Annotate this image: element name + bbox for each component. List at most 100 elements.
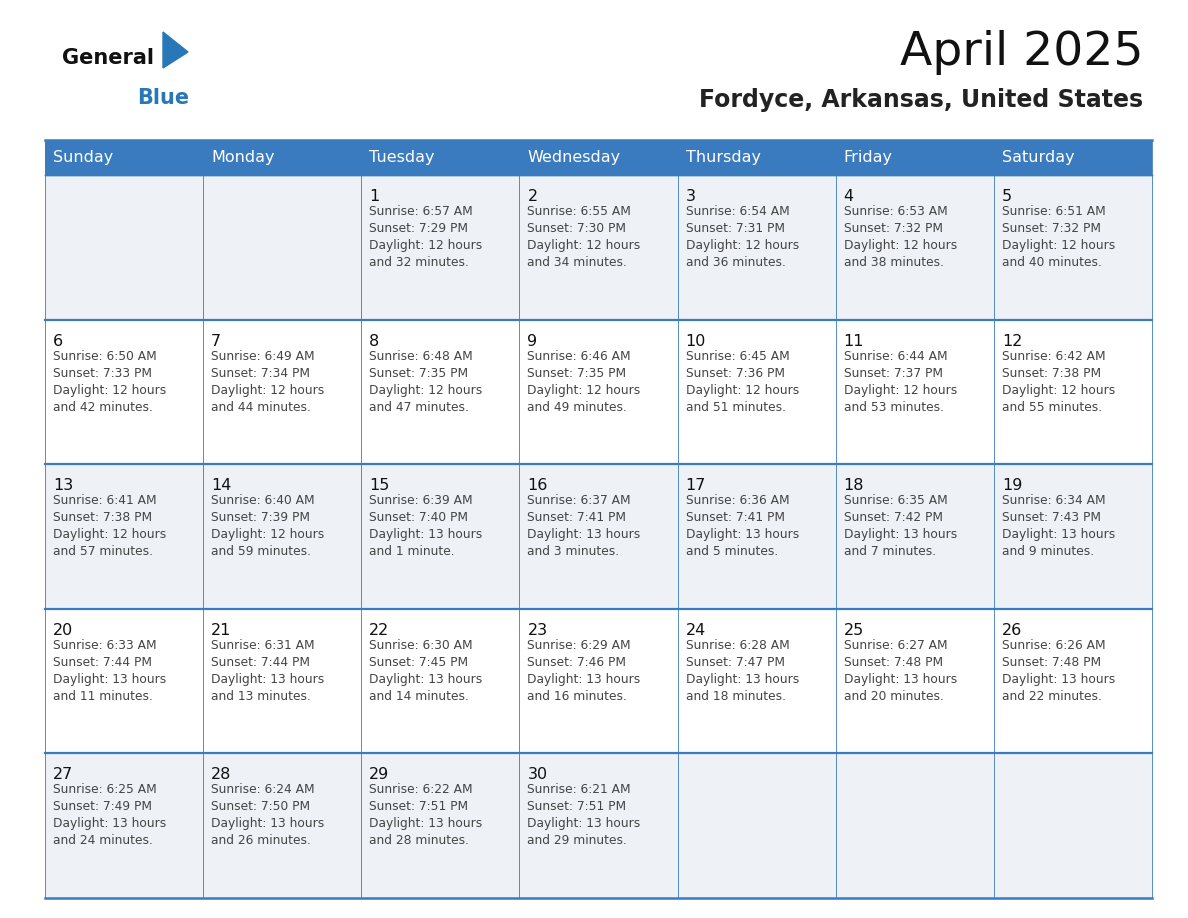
Text: and 9 minutes.: and 9 minutes. <box>1001 545 1094 558</box>
Text: Sunset: 7:42 PM: Sunset: 7:42 PM <box>843 511 943 524</box>
Text: Saturday: Saturday <box>1001 150 1074 165</box>
Text: and 32 minutes.: and 32 minutes. <box>369 256 469 269</box>
Text: and 44 minutes.: and 44 minutes. <box>211 400 311 414</box>
Text: 24: 24 <box>685 622 706 638</box>
Text: Daylight: 13 hours: Daylight: 13 hours <box>369 528 482 542</box>
Text: Sunrise: 6:33 AM: Sunrise: 6:33 AM <box>53 639 157 652</box>
Text: and 7 minutes.: and 7 minutes. <box>843 545 936 558</box>
Text: and 26 minutes.: and 26 minutes. <box>211 834 311 847</box>
Text: 10: 10 <box>685 333 706 349</box>
Text: 5: 5 <box>1001 189 1012 204</box>
Text: and 53 minutes.: and 53 minutes. <box>843 400 943 414</box>
Text: Daylight: 13 hours: Daylight: 13 hours <box>527 528 640 542</box>
Text: Sunrise: 6:45 AM: Sunrise: 6:45 AM <box>685 350 789 363</box>
Text: 17: 17 <box>685 478 706 493</box>
Text: 21: 21 <box>211 622 232 638</box>
Text: and 16 minutes.: and 16 minutes. <box>527 689 627 703</box>
Text: 11: 11 <box>843 333 864 349</box>
Text: Sunset: 7:32 PM: Sunset: 7:32 PM <box>843 222 943 235</box>
Text: Sunrise: 6:27 AM: Sunrise: 6:27 AM <box>843 639 947 652</box>
Text: 22: 22 <box>369 622 390 638</box>
Text: and 22 minutes.: and 22 minutes. <box>1001 689 1101 703</box>
Bar <box>45 754 203 898</box>
Text: and 14 minutes.: and 14 minutes. <box>369 689 469 703</box>
Text: 30: 30 <box>527 767 548 782</box>
Text: and 40 minutes.: and 40 minutes. <box>1001 256 1101 269</box>
Text: Sunrise: 6:57 AM: Sunrise: 6:57 AM <box>369 205 473 218</box>
Text: and 59 minutes.: and 59 minutes. <box>211 545 311 558</box>
Text: and 51 minutes.: and 51 minutes. <box>685 400 785 414</box>
Bar <box>203 754 361 898</box>
Text: Daylight: 13 hours: Daylight: 13 hours <box>211 817 324 831</box>
Text: Sunset: 7:32 PM: Sunset: 7:32 PM <box>1001 222 1101 235</box>
Bar <box>519 609 677 754</box>
Text: Daylight: 12 hours: Daylight: 12 hours <box>211 384 324 397</box>
Text: Sunrise: 6:34 AM: Sunrise: 6:34 AM <box>1001 494 1106 508</box>
Text: Sunrise: 6:54 AM: Sunrise: 6:54 AM <box>685 205 789 218</box>
Text: and 29 minutes.: and 29 minutes. <box>527 834 627 847</box>
Text: Sunrise: 6:48 AM: Sunrise: 6:48 AM <box>369 350 473 363</box>
Text: Sunrise: 6:42 AM: Sunrise: 6:42 AM <box>1001 350 1106 363</box>
Text: Sunrise: 6:25 AM: Sunrise: 6:25 AM <box>53 783 157 797</box>
Text: Blue: Blue <box>137 88 189 108</box>
Text: Sunrise: 6:40 AM: Sunrise: 6:40 AM <box>211 494 315 508</box>
Bar <box>361 609 519 754</box>
Text: Tuesday: Tuesday <box>369 150 435 165</box>
Text: Sunset: 7:34 PM: Sunset: 7:34 PM <box>211 366 310 380</box>
Text: Sunset: 7:31 PM: Sunset: 7:31 PM <box>685 222 784 235</box>
Text: Sunset: 7:50 PM: Sunset: 7:50 PM <box>211 800 310 813</box>
Text: and 28 minutes.: and 28 minutes. <box>369 834 469 847</box>
Text: 9: 9 <box>527 333 537 349</box>
Text: Sunrise: 6:53 AM: Sunrise: 6:53 AM <box>843 205 948 218</box>
Bar <box>203 140 361 175</box>
Text: Daylight: 12 hours: Daylight: 12 hours <box>527 239 640 252</box>
Text: 23: 23 <box>527 622 548 638</box>
Text: Sunset: 7:38 PM: Sunset: 7:38 PM <box>53 511 152 524</box>
Text: Sunset: 7:44 PM: Sunset: 7:44 PM <box>211 655 310 669</box>
Bar <box>361 175 519 319</box>
Text: Sunset: 7:39 PM: Sunset: 7:39 PM <box>211 511 310 524</box>
Text: Sunset: 7:38 PM: Sunset: 7:38 PM <box>1001 366 1101 380</box>
Text: Sunrise: 6:55 AM: Sunrise: 6:55 AM <box>527 205 631 218</box>
Text: and 18 minutes.: and 18 minutes. <box>685 689 785 703</box>
Text: Daylight: 13 hours: Daylight: 13 hours <box>1001 528 1116 542</box>
Text: Daylight: 13 hours: Daylight: 13 hours <box>1001 673 1116 686</box>
Text: Sunset: 7:48 PM: Sunset: 7:48 PM <box>1001 655 1101 669</box>
Text: Sunset: 7:45 PM: Sunset: 7:45 PM <box>369 655 468 669</box>
Text: 28: 28 <box>211 767 232 782</box>
Text: and 57 minutes.: and 57 minutes. <box>53 545 153 558</box>
Text: Daylight: 12 hours: Daylight: 12 hours <box>685 384 798 397</box>
Bar <box>361 465 519 609</box>
Bar <box>994 754 1152 898</box>
Polygon shape <box>163 32 188 68</box>
Bar <box>45 140 203 175</box>
Bar <box>361 140 519 175</box>
Text: 4: 4 <box>843 189 854 204</box>
Text: Sunrise: 6:49 AM: Sunrise: 6:49 AM <box>211 350 315 363</box>
Text: 15: 15 <box>369 478 390 493</box>
Bar <box>677 465 835 609</box>
Text: Sunset: 7:29 PM: Sunset: 7:29 PM <box>369 222 468 235</box>
Bar <box>835 609 994 754</box>
Text: Daylight: 13 hours: Daylight: 13 hours <box>369 817 482 831</box>
Text: Daylight: 12 hours: Daylight: 12 hours <box>211 528 324 542</box>
Text: Sunset: 7:51 PM: Sunset: 7:51 PM <box>527 800 626 813</box>
Text: Daylight: 12 hours: Daylight: 12 hours <box>53 384 166 397</box>
Text: 12: 12 <box>1001 333 1022 349</box>
Text: and 11 minutes.: and 11 minutes. <box>53 689 153 703</box>
Text: Sunrise: 6:39 AM: Sunrise: 6:39 AM <box>369 494 473 508</box>
Text: 2: 2 <box>527 189 537 204</box>
Text: Fordyce, Arkansas, United States: Fordyce, Arkansas, United States <box>699 88 1143 112</box>
Text: General: General <box>62 48 154 68</box>
Text: Daylight: 12 hours: Daylight: 12 hours <box>53 528 166 542</box>
Text: Daylight: 13 hours: Daylight: 13 hours <box>685 673 798 686</box>
Text: 25: 25 <box>843 622 864 638</box>
Text: Daylight: 12 hours: Daylight: 12 hours <box>1001 384 1116 397</box>
Bar <box>45 319 203 465</box>
Text: Sunset: 7:35 PM: Sunset: 7:35 PM <box>527 366 626 380</box>
Text: Sunrise: 6:44 AM: Sunrise: 6:44 AM <box>843 350 947 363</box>
Text: Sunset: 7:40 PM: Sunset: 7:40 PM <box>369 511 468 524</box>
Text: Sunday: Sunday <box>53 150 113 165</box>
Bar <box>677 175 835 319</box>
Text: 6: 6 <box>53 333 63 349</box>
